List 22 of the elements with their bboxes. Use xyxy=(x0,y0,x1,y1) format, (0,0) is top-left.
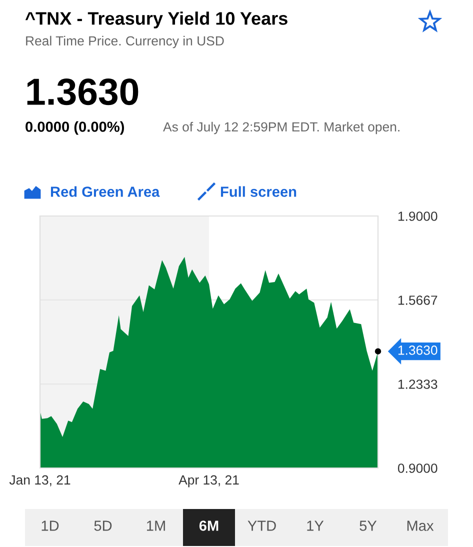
x-tick-label: Apr 13, 21 xyxy=(178,475,239,488)
text: 5D xyxy=(94,520,112,531)
text: 1.3630 xyxy=(27,78,138,106)
y-tick-label: 0.9000 xyxy=(398,464,438,473)
text: Max xyxy=(407,520,434,531)
chart-title: ^TNX - Treasury Yield 10 Years xyxy=(25,12,288,28)
text: As of July 12 2:59PM EDT. Market open. xyxy=(163,122,400,134)
text: YTD xyxy=(248,520,276,531)
y-tick-label: 1.9000 xyxy=(398,212,438,221)
text: Red Green Area xyxy=(50,186,160,197)
y-tick-label: 1.2333 xyxy=(398,380,438,389)
annotation: 1.3630 xyxy=(398,346,438,355)
text: 1Y xyxy=(307,520,324,531)
text: 5Y xyxy=(360,520,377,531)
text: Full screen xyxy=(220,186,296,197)
y-tick-label: 1.5667 xyxy=(398,296,438,305)
text: 1D xyxy=(42,520,59,531)
text: 0.0000 (0.00%) xyxy=(26,121,124,135)
text: 6M xyxy=(199,520,218,531)
text: 1M xyxy=(146,520,165,531)
x-tick-label: Jan 13, 21 xyxy=(9,475,70,486)
chart-subtitle: Real Time Price. Currency in USD xyxy=(26,36,224,48)
